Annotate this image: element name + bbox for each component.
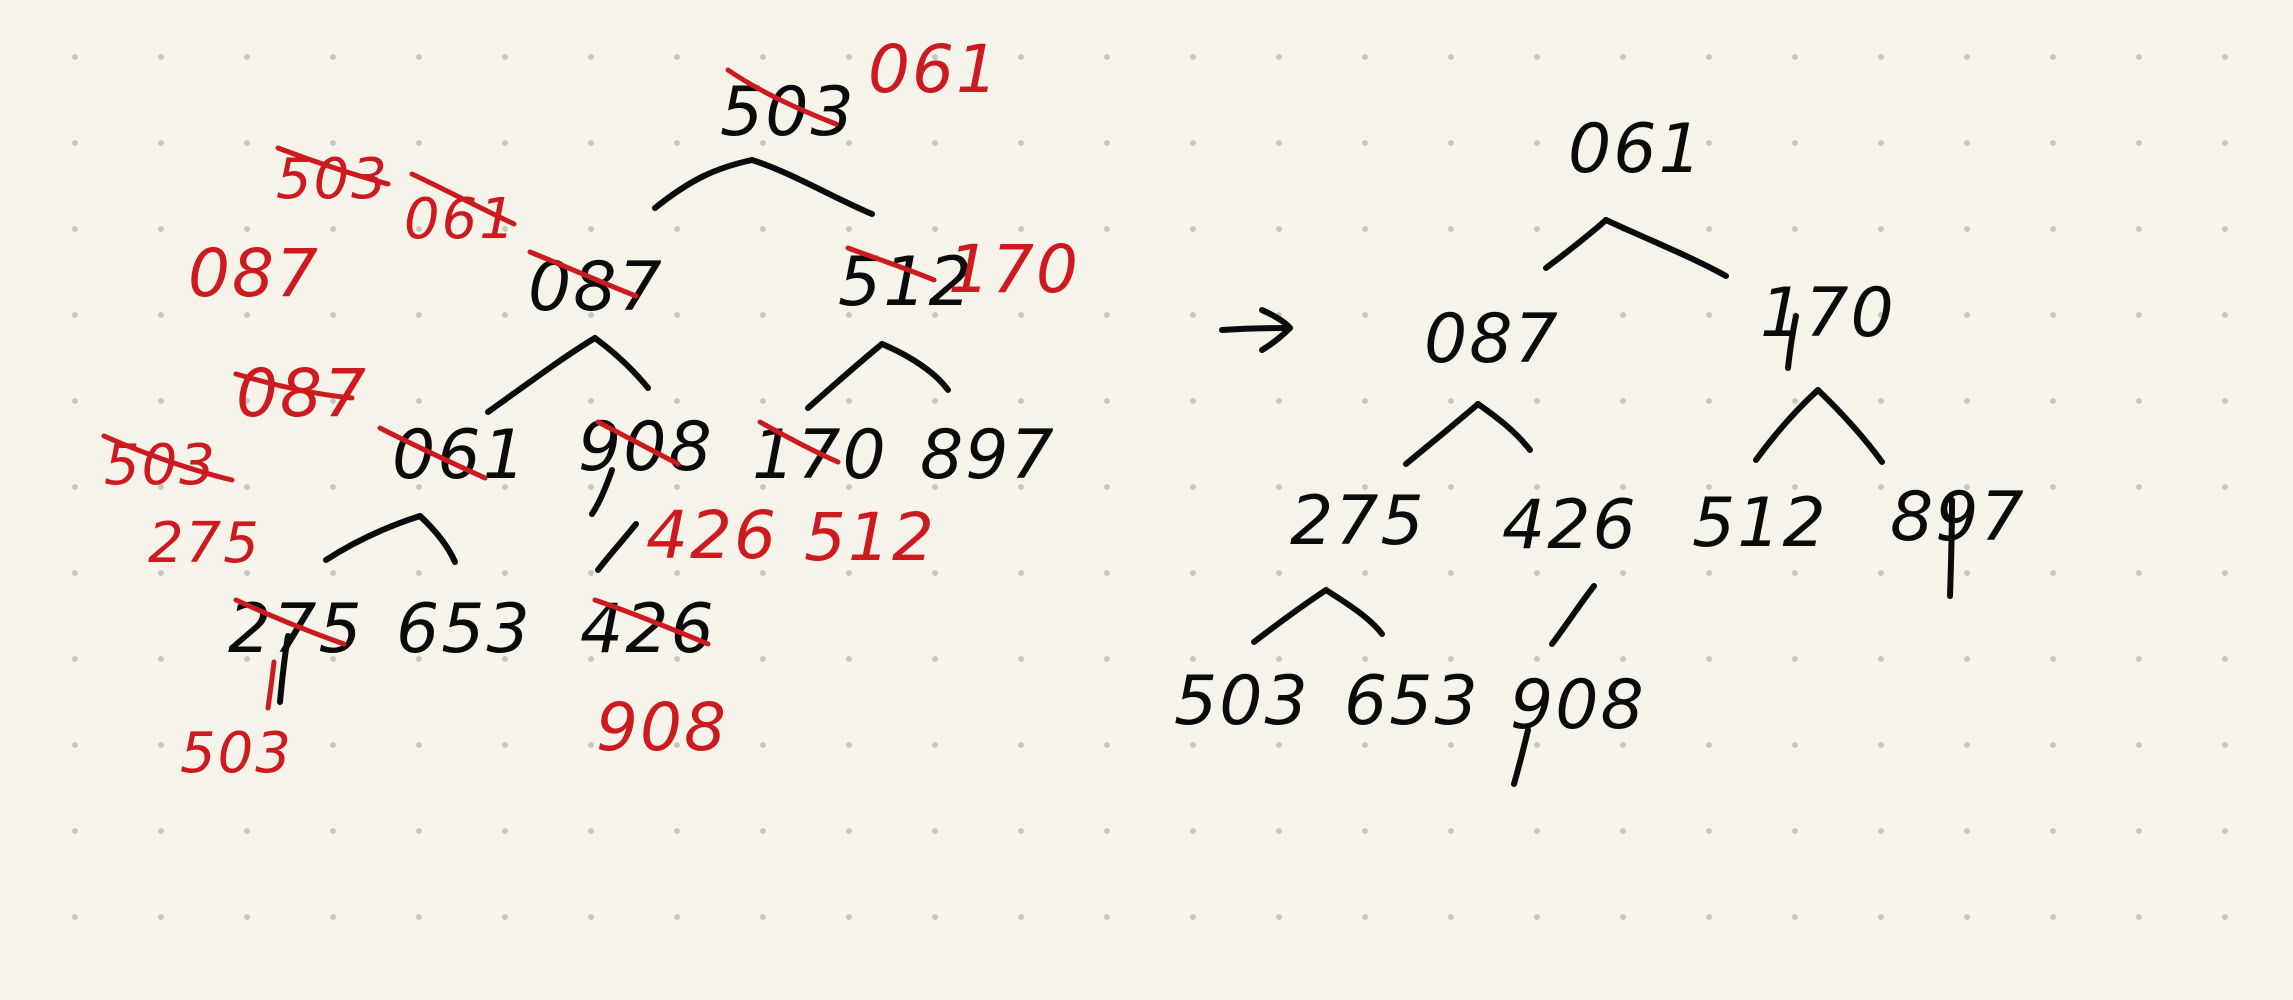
edge-l-right: [592, 335, 651, 391]
strike-ll1: [233, 371, 355, 401]
right-edge-root-left: [1543, 217, 1609, 271]
right-edge-r-right: [1815, 387, 1885, 465]
right-edge-rr-down: [1947, 497, 1955, 599]
edge-ll-right: [417, 513, 458, 565]
edge-r-left: [805, 341, 885, 411]
right-node-l: 087: [1424, 300, 1560, 379]
edge-root-right: [749, 157, 875, 217]
annotation-rl: 512: [804, 499, 936, 576]
right-tree-nodes: 061 087 170 275 426 512 897 503 653 908: [1174, 110, 2026, 745]
annotation-lr: 426: [646, 497, 778, 574]
annotation-r: 170: [948, 231, 1080, 308]
annotation-stack3: 087: [188, 235, 320, 312]
left-node-ll: 061: [392, 416, 528, 495]
left-node-r: 512: [838, 243, 974, 322]
annotation-stack2: 061: [404, 187, 517, 252]
right-edge-lll-down: [1511, 727, 1531, 787]
annotation-ll2: 503: [104, 433, 217, 498]
strike-root: [725, 67, 839, 127]
edge-root-left: [652, 157, 755, 211]
edge-strike-ll-vert: [589, 467, 615, 517]
strike-stack1: [275, 145, 391, 187]
left-tree-edges: [277, 157, 951, 705]
strike-l: [527, 249, 639, 299]
strike-lrl: [592, 597, 711, 647]
strike-stack2: [409, 171, 517, 227]
edge-lll-down: [277, 633, 291, 705]
right-node-lrl: 908: [1510, 666, 1646, 745]
annotation-root: 061: [868, 31, 1000, 108]
edge-r-right: [879, 341, 951, 393]
right-arrow-icon: [1219, 307, 1293, 353]
right-node-rl: 512: [1692, 484, 1828, 563]
edge-ll-left: [323, 513, 423, 563]
edge-l-left: [485, 335, 598, 415]
right-edge-l-right: [1475, 401, 1533, 453]
strike-lll-vert: [265, 659, 277, 711]
left-node-lll: 275: [228, 590, 364, 669]
right-edge-ll-right: [1323, 587, 1385, 637]
right-node-llr: 653: [1344, 662, 1480, 741]
annotation-ll1: 087: [236, 355, 368, 432]
right-edge-ll-left: [1251, 587, 1329, 645]
annotation-lll: 503: [180, 721, 293, 786]
left-tree-strikes: [101, 67, 937, 711]
strike-ll: [377, 425, 488, 481]
right-node-rr: 897: [1890, 478, 2026, 557]
strike-rl: [757, 419, 841, 465]
left-node-rr: 897: [920, 416, 1056, 495]
right-edge-lr-left: [1549, 583, 1597, 647]
right-edge-root-right: [1603, 217, 1729, 279]
right-node-r: 170: [1760, 274, 1896, 353]
right-edge-l-left: [1403, 401, 1481, 467]
right-node-lr: 426: [1502, 486, 1638, 565]
right-node-ll: 275: [1290, 482, 1426, 561]
edge-lr-left: [595, 521, 639, 573]
strike-lr: [595, 419, 681, 467]
annotation-stack1: 503: [276, 147, 389, 212]
strike-r: [845, 245, 937, 283]
left-tree-annotations: 061 170 503 061 087 087 503 275 503 426 …: [104, 31, 1080, 786]
strike-ll2: [101, 433, 235, 483]
annotation-lrl: 908: [596, 689, 728, 766]
right-tree-edges: [1251, 217, 1955, 787]
right-edge-r-down: [1785, 313, 1799, 371]
right-node-root: 061: [1568, 110, 1704, 189]
left-node-root: 503: [720, 73, 856, 152]
strike-lll: [233, 597, 347, 647]
annotation-ll3: 275: [148, 511, 261, 576]
right-node-lll: 503: [1174, 662, 1310, 741]
left-node-llr: 653: [396, 590, 532, 669]
right-edge-r-left: [1753, 387, 1821, 463]
